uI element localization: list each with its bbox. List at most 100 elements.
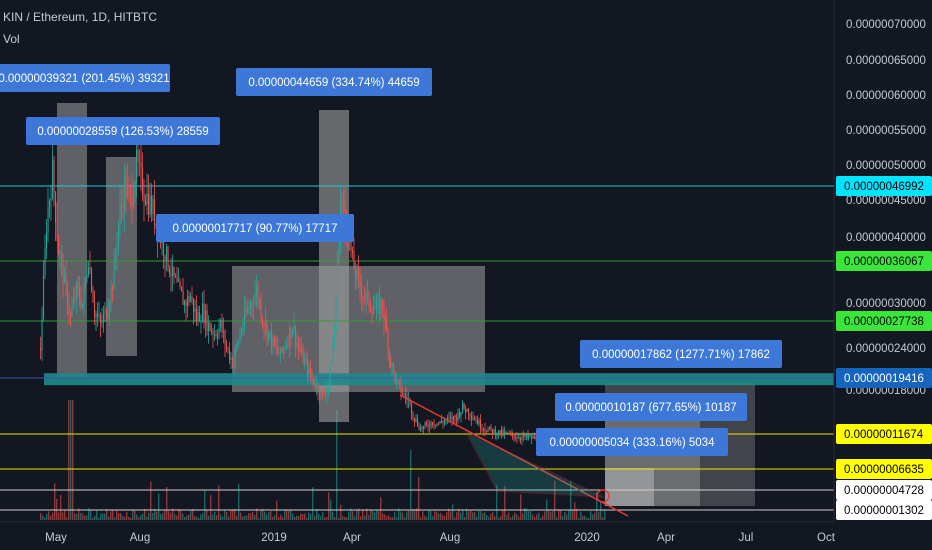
candle-body — [98, 315, 100, 317]
volume-bar — [68, 400, 70, 520]
candle-body — [368, 291, 370, 306]
symbol-title[interactable]: KIN / Ethereum, 1D, HITBTC — [3, 10, 157, 24]
candle-body — [53, 159, 55, 193]
candle-body — [230, 358, 232, 361]
volume-bar — [176, 515, 178, 520]
candle-body — [411, 402, 413, 414]
time-tick-label: Apr — [343, 532, 361, 544]
candle-body — [474, 418, 476, 420]
volume-bar — [590, 511, 592, 520]
price-tick-label: 0.00000030000 — [846, 298, 926, 310]
volume-bar — [164, 510, 166, 520]
volume-bar — [232, 509, 234, 520]
candle-body — [472, 418, 474, 420]
volume-bar — [110, 511, 112, 520]
candle-body — [489, 426, 491, 429]
volume-bar — [404, 517, 406, 520]
volume-bar — [352, 511, 354, 520]
candle-body — [212, 331, 214, 336]
candle-body — [334, 333, 336, 346]
volume-bar — [226, 511, 228, 520]
candle-body — [101, 322, 103, 324]
volume-bar — [574, 502, 576, 520]
volume-bar — [264, 511, 266, 520]
candle-body — [142, 167, 144, 196]
volume-bar — [40, 513, 42, 520]
candle-body — [199, 312, 201, 322]
candle-body — [283, 348, 285, 351]
candle-body — [73, 298, 75, 308]
price-level-badge-label: 0.00000001302 — [844, 505, 924, 517]
volume-bar — [544, 511, 546, 520]
volume-bar — [322, 512, 324, 520]
volume-bar — [422, 511, 424, 520]
volume-bar — [86, 515, 88, 520]
candle-body — [47, 207, 49, 233]
candle-body — [414, 417, 416, 422]
candle-body — [107, 312, 109, 319]
volume-bar — [498, 517, 500, 520]
volume-bar — [390, 516, 392, 520]
candle-body — [329, 364, 331, 384]
volume-bar — [496, 484, 498, 520]
volume-bar — [592, 514, 594, 520]
volume-bar — [162, 512, 164, 520]
candle-body — [248, 307, 250, 309]
candle-body — [233, 357, 235, 367]
candle-body — [320, 391, 322, 397]
volume-bar — [430, 511, 432, 520]
price-level-badge — [836, 480, 932, 500]
candle-body — [515, 437, 517, 439]
candle-body — [289, 327, 291, 346]
volume-bar — [194, 515, 196, 520]
volume-bar — [470, 510, 472, 520]
candle-body — [268, 331, 270, 338]
volume-bar — [570, 481, 572, 520]
candle-body — [61, 254, 63, 261]
volume-bar — [66, 517, 68, 520]
candle-body — [415, 418, 417, 422]
time-tick-label: Aug — [440, 532, 460, 544]
candle-body — [520, 438, 522, 440]
volume-bar — [114, 517, 116, 520]
volume-bar — [412, 508, 414, 520]
candle-body — [390, 356, 392, 367]
volume-bar — [48, 511, 50, 520]
volume-bar — [74, 513, 76, 520]
candle-body — [499, 430, 501, 435]
price-level-badge — [836, 368, 932, 388]
time-axis[interactable]: May Aug 2019 Apr Aug 2020 Apr Jul Oct — [45, 532, 836, 544]
candle-body — [448, 417, 450, 419]
candle-body — [286, 343, 288, 348]
candle-body — [242, 325, 244, 332]
candle-body — [257, 286, 259, 301]
candle-body — [182, 291, 184, 305]
volume-bar — [168, 511, 170, 520]
candle-body — [151, 196, 153, 215]
measure-label-box — [555, 393, 747, 421]
candle-body — [502, 429, 504, 435]
candle-body — [510, 432, 512, 434]
price-level-badge-label: 0.00000004728 — [844, 485, 924, 497]
candle-body — [115, 253, 117, 260]
price-tick-label: 0.00000045000 — [846, 195, 926, 207]
price-level-badge-label: 0.00000011674 — [844, 429, 924, 441]
candle-body — [163, 238, 165, 256]
volume-bar — [286, 509, 288, 520]
volume-bar — [244, 515, 246, 520]
volume-bar — [600, 501, 602, 520]
candle-body — [152, 199, 154, 215]
volume-bar — [396, 517, 398, 520]
volume-bar — [388, 515, 390, 520]
candle-body — [58, 238, 60, 255]
candle-body — [528, 436, 530, 438]
volume-bar — [516, 514, 518, 520]
candle-body — [424, 423, 426, 427]
candle-body — [524, 434, 526, 438]
candle-body — [262, 318, 264, 325]
candle-body — [190, 296, 192, 302]
candle-body — [519, 437, 521, 439]
volume-label[interactable]: Vol — [3, 32, 20, 46]
volume-bar — [60, 495, 62, 520]
